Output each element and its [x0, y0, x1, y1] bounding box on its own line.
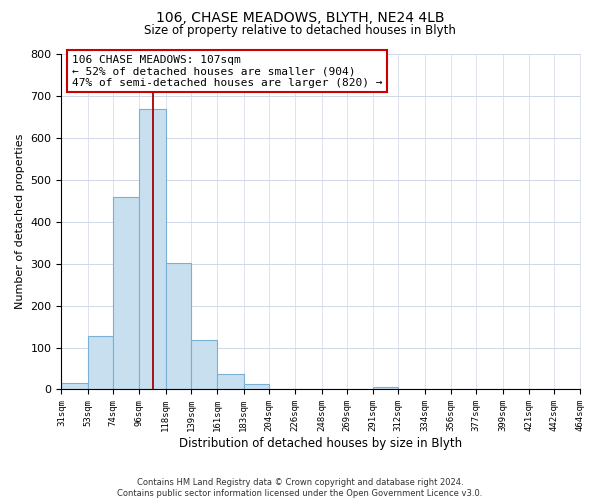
- Bar: [166, 263, 191, 390]
- Bar: [217, 374, 244, 390]
- Bar: [373, 386, 398, 390]
- Bar: [113, 198, 139, 390]
- Bar: [244, 384, 269, 390]
- Text: 106, CHASE MEADOWS, BLYTH, NE24 4LB: 106, CHASE MEADOWS, BLYTH, NE24 4LB: [156, 11, 444, 25]
- Text: 106 CHASE MEADOWS: 107sqm
← 52% of detached houses are smaller (904)
47% of semi: 106 CHASE MEADOWS: 107sqm ← 52% of detac…: [72, 54, 382, 88]
- Bar: [61, 383, 88, 390]
- Text: Size of property relative to detached houses in Blyth: Size of property relative to detached ho…: [144, 24, 456, 37]
- Text: Contains HM Land Registry data © Crown copyright and database right 2024.
Contai: Contains HM Land Registry data © Crown c…: [118, 478, 482, 498]
- Bar: [139, 110, 166, 390]
- Y-axis label: Number of detached properties: Number of detached properties: [15, 134, 25, 310]
- X-axis label: Distribution of detached houses by size in Blyth: Distribution of detached houses by size …: [179, 437, 463, 450]
- Bar: [88, 336, 113, 390]
- Bar: [191, 340, 217, 390]
